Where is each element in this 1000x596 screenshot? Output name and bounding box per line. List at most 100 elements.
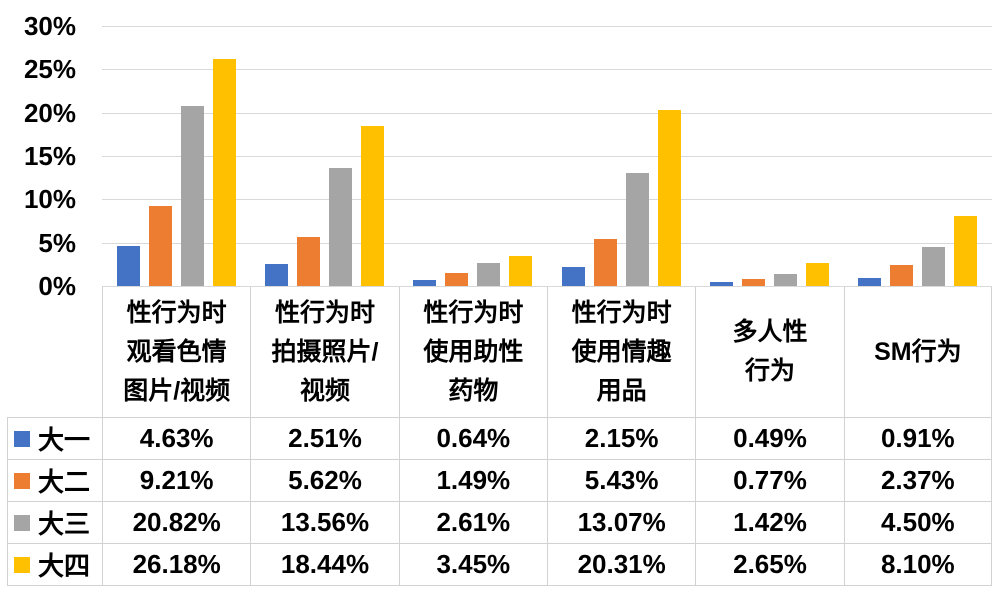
bar <box>180 105 204 286</box>
bar <box>296 237 320 286</box>
legend-label: 大三 <box>38 509 91 539</box>
bar <box>561 267 585 286</box>
header-cell: 性行为时使用情趣用品 <box>546 287 695 417</box>
value-cell: 2.37% <box>843 460 992 502</box>
header-cell: 性行为时观看色情图片/视频 <box>102 287 250 417</box>
value-cell: 0.49% <box>695 418 844 460</box>
data-table-header: 性行为时 观看色情 图片/视频 性行为时 拍摄照片/视频 性行为时 使用助性 药物 性行为时 使用… <box>102 287 992 417</box>
bar-group <box>102 26 250 286</box>
header-line: 视频 <box>299 376 350 405</box>
header-line: 使用助性 <box>423 337 524 366</box>
value-cell: 13.56% <box>250 502 399 544</box>
bar <box>445 273 469 286</box>
bar <box>328 168 352 286</box>
bar <box>858 278 882 286</box>
gridline <box>102 156 992 157</box>
y-axis-tick: 10% <box>23 184 76 215</box>
value-cell: 20.31% <box>546 544 696 586</box>
header-line: 观看色情 <box>126 337 227 366</box>
y-axis-tick: 30% <box>23 11 76 41</box>
value-cell: 9.21% <box>102 460 251 502</box>
legend-cell: 大一 <box>7 418 102 460</box>
y-axis-tick: 5% <box>38 227 76 258</box>
value-cell: 1.49% <box>398 460 547 502</box>
bar <box>657 109 681 286</box>
bar-group <box>844 26 992 286</box>
y-axis-tick: 25% <box>23 54 76 85</box>
legend-cell: 大二 <box>7 460 102 502</box>
header-line: 性行为时 <box>423 298 524 327</box>
value-cell: 3.45% <box>398 544 547 586</box>
header-line: 药物 <box>448 376 499 405</box>
value-cell: 18.44% <box>250 544 399 586</box>
plot-area <box>102 26 992 287</box>
legend-cell: 大三 <box>7 502 102 544</box>
gridline <box>102 112 992 114</box>
legend-cell: 大四 <box>7 544 102 586</box>
header-cell: 多人性 行为 <box>695 287 843 417</box>
value-cell: 0.77% <box>695 460 844 502</box>
value-cell: 1.42% <box>695 502 844 544</box>
value-cell: 26.18% <box>102 544 251 586</box>
bar <box>709 281 733 286</box>
bar <box>922 247 946 286</box>
header-cell: SM行为 <box>843 287 992 417</box>
value-cell: 0.64% <box>398 418 547 460</box>
legend-swatch <box>14 556 30 573</box>
header-line: 拍摄照片/ <box>271 337 379 366</box>
header-line: 行为 <box>744 357 795 385</box>
bar <box>413 280 437 286</box>
value-cell: 0.91% <box>843 418 992 460</box>
bar <box>212 59 236 286</box>
value-cell: 20.82% <box>102 502 251 544</box>
bar <box>741 279 765 286</box>
value-cell: 8.10% <box>843 544 992 586</box>
bar <box>890 265 914 286</box>
bar <box>625 172 649 286</box>
bar <box>148 206 172 286</box>
legend-label: 大四 <box>38 551 91 581</box>
value-cell: 13.07% <box>546 502 696 544</box>
bar <box>477 263 501 286</box>
data-table-body: 大一 4.63% 2.51% 0.64% 2.15% 0.49% 0.91% 大二 9.21% 5… <box>7 417 992 586</box>
gridline <box>102 199 992 201</box>
gridline <box>102 69 992 71</box>
bar <box>593 238 617 286</box>
legend-swatch <box>14 430 30 447</box>
header-cell: 性行为时使用助性药物 <box>398 287 547 417</box>
header-line: 多人性 <box>732 318 808 346</box>
y-axis: 30% 25% 20% 15% 10% 5% 0% <box>0 0 76 300</box>
legend-swatch <box>14 472 30 489</box>
gridline <box>102 242 992 244</box>
y-axis-tick: 15% <box>23 141 76 171</box>
bar <box>116 245 140 286</box>
header-line: 性行为时 <box>571 298 672 327</box>
value-cell: 2.51% <box>250 418 399 460</box>
bar-group <box>250 26 398 286</box>
value-cell: 2.65% <box>695 544 844 586</box>
legend-label: 大二 <box>38 467 91 497</box>
header-cell: 性行为时拍摄照片/视频 <box>250 287 398 417</box>
value-cell: 5.62% <box>250 460 399 502</box>
bar <box>360 126 384 286</box>
header-line: 性行为时 <box>126 298 227 327</box>
legend-label: 大一 <box>38 425 91 455</box>
value-cell: 2.61% <box>398 502 547 544</box>
bar-group <box>695 26 843 286</box>
bar <box>264 264 288 286</box>
bar <box>805 263 829 286</box>
header-line: 图片/视频 <box>123 376 231 405</box>
y-axis-tick: 20% <box>23 97 76 128</box>
bar <box>509 256 533 286</box>
legend-swatch <box>14 514 30 531</box>
header-line: 用品 <box>596 376 647 405</box>
header-line: 使用情趣 <box>571 337 672 366</box>
y-axis-tick: 0% <box>38 271 76 301</box>
header-line: SM行为 <box>874 337 962 366</box>
value-cell: 4.63% <box>102 418 251 460</box>
bar <box>773 273 797 286</box>
gridline <box>102 286 992 287</box>
bar-group <box>399 26 547 286</box>
header-line: 性行为时 <box>274 298 375 327</box>
